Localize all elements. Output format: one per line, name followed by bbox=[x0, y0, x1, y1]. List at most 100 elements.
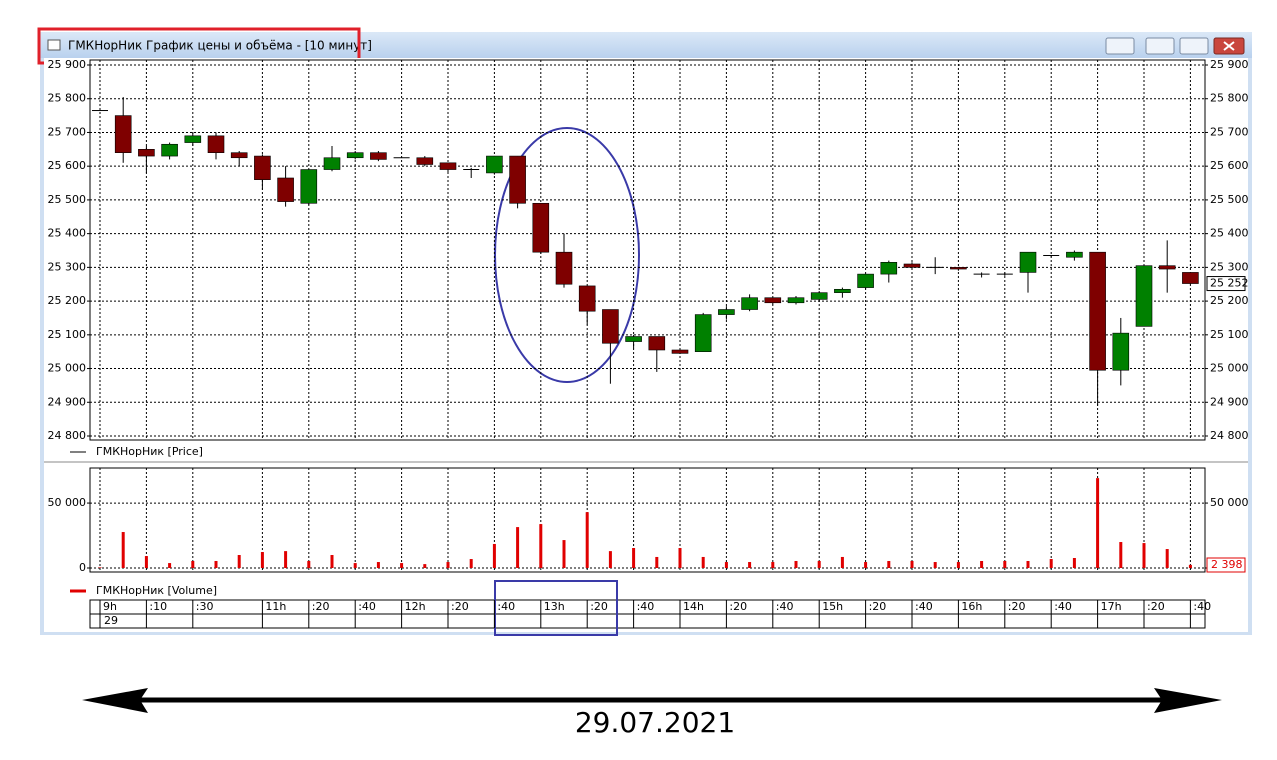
x-tick-label: :20 bbox=[590, 600, 608, 613]
candle-body bbox=[1112, 332, 1130, 371]
candle-body bbox=[1066, 251, 1083, 258]
volume-bar bbox=[516, 527, 520, 568]
y2-tick-label: 25 700 bbox=[1210, 125, 1249, 138]
x-tick-label: 13h bbox=[544, 600, 565, 613]
y2-tick-label: 24 800 bbox=[1210, 429, 1249, 442]
candle-body bbox=[138, 149, 155, 157]
volume-bar bbox=[748, 562, 752, 568]
maximize-button[interactable] bbox=[1179, 37, 1209, 55]
volume-bar bbox=[492, 543, 496, 568]
price-legend: ГМКНорНик [Price] bbox=[96, 445, 203, 458]
candle-body bbox=[1182, 272, 1199, 284]
date-annotation: 29.07.2021 bbox=[575, 706, 735, 739]
volume-bar bbox=[446, 562, 450, 568]
candle-body bbox=[346, 152, 364, 159]
volume-bar bbox=[191, 560, 195, 568]
candle-body bbox=[950, 267, 967, 270]
candle-body bbox=[718, 309, 735, 315]
candle-body bbox=[114, 115, 132, 153]
candle-body bbox=[1089, 251, 1106, 371]
y-tick-label: 25 400 bbox=[48, 227, 87, 240]
volume-bar bbox=[307, 560, 311, 568]
x-tick-label: :40 bbox=[776, 600, 794, 613]
minimize-button[interactable] bbox=[1145, 37, 1175, 55]
candle-body bbox=[184, 135, 202, 143]
volume-bar bbox=[724, 562, 728, 568]
volume-bar bbox=[1049, 559, 1053, 568]
y2-tick-label: 25 500 bbox=[1210, 193, 1249, 206]
x-tick-label: :20 bbox=[869, 600, 887, 613]
volume-bar bbox=[585, 512, 589, 568]
volume-bar bbox=[887, 560, 891, 568]
candle-body bbox=[834, 288, 851, 293]
last-volume-label: 2 398 bbox=[1211, 558, 1243, 571]
y2-tick-label: 25 400 bbox=[1210, 227, 1249, 240]
y-tick-label: 24 900 bbox=[48, 395, 87, 408]
volume-bar bbox=[608, 551, 612, 568]
x-tick-label: 15h bbox=[822, 600, 843, 613]
y2-tick-label: 25 800 bbox=[1210, 92, 1249, 105]
volume-bar bbox=[655, 556, 659, 568]
volume-bar bbox=[1026, 560, 1030, 568]
volume-bar bbox=[701, 556, 705, 568]
y2-tick-label: 25 200 bbox=[1210, 294, 1249, 307]
volume-legend: ГМКНорНик [Volume] bbox=[96, 584, 217, 597]
candle-body bbox=[741, 297, 758, 310]
window-icon bbox=[47, 39, 61, 51]
volume-bar bbox=[864, 562, 868, 568]
volume-bar bbox=[1096, 478, 1100, 568]
x-tick-label: :20 bbox=[312, 600, 330, 613]
x-tick-label: 16h bbox=[961, 600, 982, 613]
y-tick-label: 25 800 bbox=[48, 92, 87, 105]
y2-tick-label: 24 900 bbox=[1210, 395, 1249, 408]
candle-body bbox=[625, 336, 642, 342]
close-icon bbox=[1223, 41, 1235, 51]
x-tick-label: :40 bbox=[497, 600, 515, 613]
last-price-box bbox=[1206, 276, 1246, 292]
date-label: 29 bbox=[104, 614, 118, 627]
candle-body bbox=[416, 157, 434, 165]
candle-body bbox=[370, 152, 387, 160]
arrow-left bbox=[82, 688, 148, 713]
volume-bar bbox=[260, 552, 264, 568]
volume-bar bbox=[98, 567, 102, 568]
x-tick-label: 9h bbox=[103, 600, 117, 613]
volume-bar bbox=[678, 548, 682, 568]
volume-bar bbox=[632, 548, 636, 568]
volume-bar bbox=[214, 560, 218, 568]
candle-body bbox=[694, 314, 712, 352]
y-tick-label: 25 500 bbox=[48, 193, 87, 206]
volume-bar bbox=[980, 560, 984, 568]
y-tick-label: 24 800 bbox=[48, 429, 87, 442]
y-tick-label: 25 900 bbox=[48, 58, 87, 71]
y2-tick-label: 50 000 bbox=[1210, 496, 1249, 509]
last-price-label: 25 252 bbox=[1210, 277, 1249, 290]
candle-body bbox=[578, 285, 596, 312]
y2-tick-label: 25 900 bbox=[1210, 58, 1249, 71]
candle-body bbox=[439, 162, 457, 170]
candle-body bbox=[1158, 265, 1176, 270]
volume-bar bbox=[168, 563, 172, 568]
candle-body bbox=[486, 155, 503, 174]
chart-area bbox=[44, 58, 1248, 632]
candle-body bbox=[161, 143, 178, 157]
y-tick-label: 50 000 bbox=[48, 496, 87, 509]
volume-bar bbox=[1003, 560, 1007, 568]
y-tick-label: 25 300 bbox=[48, 260, 87, 273]
candle-body bbox=[277, 177, 294, 202]
y2-tick-label: 25 000 bbox=[1210, 362, 1249, 375]
x-tick-label: 14h bbox=[683, 600, 704, 613]
window-title: ГМКНорНик График цены и объёма - [10 мин… bbox=[68, 39, 372, 53]
charts: 24 800 24 800 24 900 24 900 25 000 25 000 25 1… bbox=[48, 58, 1249, 628]
volume-bar bbox=[562, 540, 566, 568]
volume-bar bbox=[771, 562, 775, 568]
x-tick-label: :40 bbox=[637, 600, 655, 613]
candle-body bbox=[207, 135, 225, 153]
pin-button[interactable] bbox=[1105, 37, 1135, 55]
volume-bar bbox=[817, 560, 821, 568]
highlight-box bbox=[494, 580, 618, 636]
candle-body bbox=[555, 251, 573, 285]
candle-body bbox=[230, 152, 248, 159]
candle-body bbox=[602, 309, 619, 344]
